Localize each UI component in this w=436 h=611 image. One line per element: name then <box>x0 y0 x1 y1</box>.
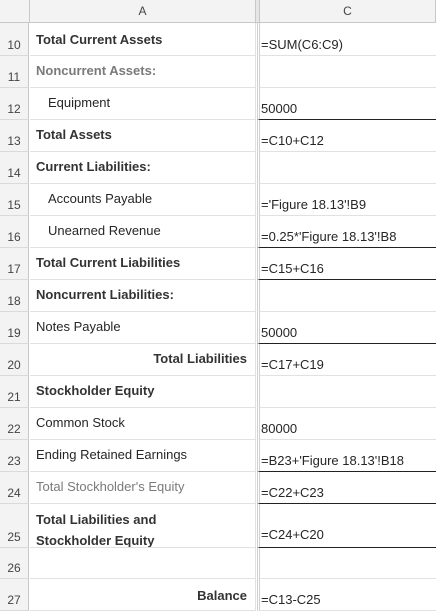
cell-c25[interactable]: =C24+C20 <box>257 504 436 548</box>
cell-c19[interactable]: 50000 <box>257 312 436 344</box>
cell-c23[interactable]: =B23+'Figure 18.13'!B18 <box>257 440 436 472</box>
cell-a22[interactable]: Common Stock <box>30 408 256 440</box>
column-header-a[interactable]: A <box>30 0 256 23</box>
cell-a21[interactable]: Stockholder Equity <box>30 376 256 408</box>
cell-a16[interactable]: Unearned Revenue <box>30 216 256 248</box>
row-header-22[interactable]: 22 <box>0 408 29 440</box>
row-header-17[interactable]: 17 <box>0 248 29 280</box>
row-header-15[interactable]: 15 <box>0 184 29 216</box>
cell-a26[interactable] <box>30 548 256 579</box>
cell-a25-line1: Total Liabilities and <box>36 512 157 527</box>
cell-a25[interactable]: Total Liabilities and Stockholder Equity <box>30 504 256 548</box>
cell-c20[interactable]: =C17+C19 <box>257 344 436 376</box>
row-header-18[interactable]: 18 <box>0 280 29 312</box>
cell-c17[interactable]: =C15+C16 <box>257 248 436 280</box>
cell-a11[interactable]: Noncurrent Assets: <box>30 56 256 88</box>
cell-c13[interactable]: =C10+C12 <box>257 120 436 152</box>
cell-a17[interactable]: Total Current Liabilities <box>30 248 256 280</box>
cell-a19[interactable]: Notes Payable <box>30 312 256 344</box>
row-header-26[interactable]: 26 <box>0 548 29 579</box>
row-header-16[interactable]: 16 <box>0 216 29 248</box>
cell-c24[interactable]: =C22+C23 <box>257 472 436 504</box>
row-header-24[interactable]: 24 <box>0 472 29 504</box>
cell-a20[interactable]: Total Liabilities <box>30 344 256 376</box>
cell-c21[interactable] <box>257 376 436 408</box>
cell-c15[interactable]: ='Figure 18.13'!B9 <box>257 184 436 216</box>
column-header-c[interactable]: C <box>260 0 436 23</box>
cell-c16[interactable]: =0.25*'Figure 18.13'!B8 <box>257 216 436 248</box>
row-header-10[interactable]: 10 <box>0 23 29 56</box>
cell-a27[interactable]: Balance <box>30 579 256 611</box>
cell-a10[interactable]: Total Current Assets <box>30 23 256 56</box>
select-all-corner[interactable] <box>0 0 30 23</box>
row-header-27[interactable]: 27 <box>0 579 29 611</box>
cell-a23[interactable]: Ending Retained Earnings <box>30 440 256 472</box>
cell-a18[interactable]: Noncurrent Liabilities: <box>30 280 256 312</box>
cell-c22[interactable]: 80000 <box>257 408 436 440</box>
row-header-20[interactable]: 20 <box>0 344 29 376</box>
cell-a12[interactable]: Equipment <box>30 88 256 120</box>
cell-c10[interactable]: =SUM(C6:C9) <box>257 23 436 56</box>
row-header-23[interactable]: 23 <box>0 440 29 472</box>
row-header-21[interactable]: 21 <box>0 376 29 408</box>
cell-c18[interactable] <box>257 280 436 312</box>
cell-a13[interactable]: Total Assets <box>30 120 256 152</box>
row-header-19[interactable]: 19 <box>0 312 29 344</box>
hidden-column-b-marker[interactable] <box>256 0 260 23</box>
cell-c12[interactable]: 50000 <box>257 88 436 120</box>
row-header-12[interactable]: 12 <box>0 88 29 120</box>
cell-c14[interactable] <box>257 152 436 184</box>
cell-a14[interactable]: Current Liabilities: <box>30 152 256 184</box>
cell-c26[interactable] <box>257 548 436 579</box>
row-header-13[interactable]: 13 <box>0 120 29 152</box>
row-header-25[interactable]: 25 <box>0 504 29 548</box>
cell-a15[interactable]: Accounts Payable <box>30 184 256 216</box>
cell-c11[interactable] <box>257 56 436 88</box>
cell-c27[interactable]: =C13-C25 <box>257 579 436 611</box>
row-header-14[interactable]: 14 <box>0 152 29 184</box>
cell-a24[interactable]: Total Stockholder's Equity <box>30 472 256 504</box>
row-header-11[interactable]: 11 <box>0 56 29 88</box>
cell-a25-line2: Stockholder Equity <box>36 533 155 548</box>
